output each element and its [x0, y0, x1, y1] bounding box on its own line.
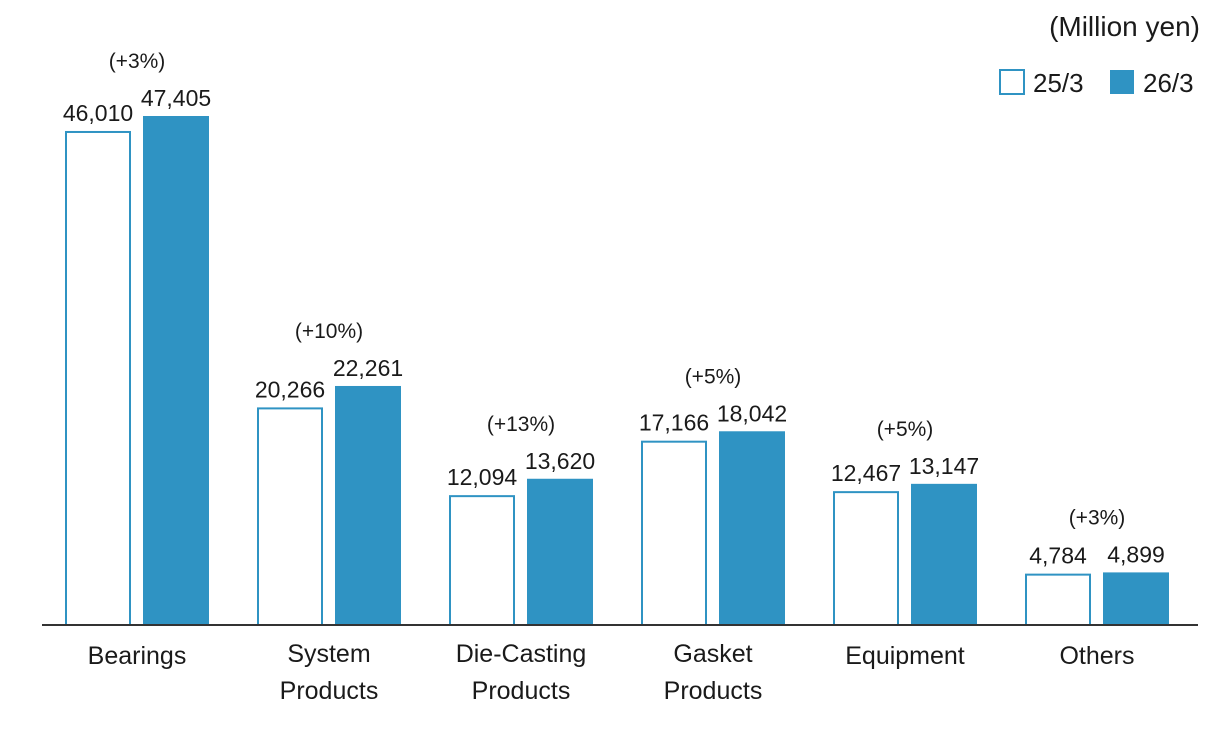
category-label-equipment: Equipment — [845, 642, 965, 670]
category-label-line: Products — [280, 677, 379, 705]
legend-label-26-3: 26/3 — [1143, 68, 1194, 98]
value-label-gasket-products-25-3: 17,166 — [639, 410, 709, 436]
change-label-system-products: (+10%) — [295, 320, 363, 343]
category-label-line: Equipment — [845, 642, 965, 670]
category-label-line: Bearings — [88, 642, 187, 670]
bar-system-products-25-3 — [257, 407, 323, 627]
legend: 25/3 26/3 — [999, 68, 1194, 98]
category-label-line: Others — [1059, 642, 1134, 670]
bar-die-casting-products-26-3 — [527, 478, 593, 625]
change-label-others: (+3%) — [1069, 506, 1126, 529]
value-label-equipment-26-3: 13,147 — [909, 453, 979, 479]
legend-swatch-25-3 — [999, 69, 1025, 95]
value-label-die-casting-products-26-3: 13,620 — [525, 448, 595, 474]
category-label-bearings: Bearings — [88, 642, 187, 670]
value-label-bearings-25-3: 46,010 — [63, 100, 133, 126]
bar-gasket-products-25-3 — [641, 440, 707, 626]
value-label-die-casting-products-25-3: 12,094 — [447, 464, 518, 490]
bar-system-products-26-3 — [335, 385, 401, 625]
unit-label: (Million yen) — [1049, 11, 1200, 42]
labels-group: 46,010 47,405 (+3%) Bearings 20,266 22,261 (+1… — [63, 50, 1165, 705]
bar-equipment-25-3 — [833, 491, 899, 626]
category-label-line: Products — [472, 677, 571, 705]
category-label-die-casting-products: Die-Casting Products — [456, 640, 587, 705]
category-label-gasket-products: Gasket Products — [664, 640, 763, 705]
category-label-line: Products — [664, 677, 763, 705]
value-label-system-products-25-3: 20,266 — [255, 376, 325, 402]
bars-group — [65, 116, 1169, 627]
change-label-gasket-products: (+5%) — [685, 365, 742, 388]
value-label-system-products-26-3: 22,261 — [333, 355, 403, 381]
change-label-equipment: (+5%) — [877, 418, 934, 441]
legend-label-25-3: 25/3 — [1033, 68, 1084, 98]
value-label-bearings-26-3: 47,405 — [141, 85, 211, 111]
legend-swatch-26-3 — [1110, 70, 1134, 94]
value-label-gasket-products-26-3: 18,042 — [717, 400, 787, 426]
category-label-others: Others — [1059, 642, 1134, 670]
bar-others-25-3 — [1025, 573, 1091, 627]
bar-bearings-26-3 — [143, 116, 209, 625]
value-label-others-25-3: 4,784 — [1029, 543, 1087, 569]
change-label-die-casting-products: (+13%) — [487, 413, 555, 436]
bar-gasket-products-26-3 — [719, 431, 785, 625]
change-label-bearings: (+3%) — [109, 50, 166, 73]
category-label-line: Gasket — [673, 640, 752, 668]
category-label-line: System — [287, 640, 370, 668]
bar-die-casting-products-25-3 — [449, 495, 515, 626]
value-label-equipment-25-3: 12,467 — [831, 460, 901, 486]
category-label-system-products: System Products — [280, 640, 379, 705]
bar-equipment-26-3 — [911, 483, 977, 625]
value-label-others-26-3: 4,899 — [1107, 541, 1165, 567]
bar-bearings-25-3 — [65, 130, 131, 626]
category-label-line: Die-Casting — [456, 640, 587, 668]
bar-others-26-3 — [1103, 572, 1169, 625]
